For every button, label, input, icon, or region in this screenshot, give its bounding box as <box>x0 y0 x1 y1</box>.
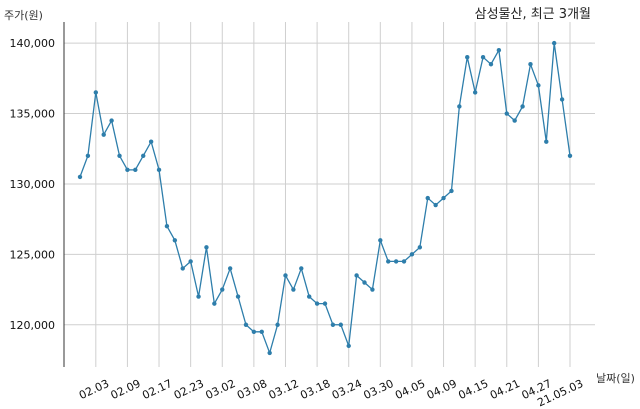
price-point <box>109 118 114 123</box>
price-point <box>536 83 541 88</box>
price-point <box>180 266 185 271</box>
y-tick-label: 125,000 <box>10 248 56 261</box>
price-point <box>346 343 351 349</box>
x-tick-label: 03.12 <box>267 377 301 402</box>
price-point <box>235 294 241 299</box>
y-tick-label: 140,000 <box>10 37 56 50</box>
price-point <box>164 223 170 229</box>
price-point <box>314 301 320 306</box>
price-series-line <box>79 43 571 356</box>
chart-title: 삼성물산, 최근 3개월 <box>475 7 591 22</box>
price-point <box>93 90 99 95</box>
price-point <box>117 153 122 158</box>
price-point <box>425 195 430 201</box>
price-point <box>77 174 83 180</box>
price-point <box>133 167 138 173</box>
price-point <box>204 245 209 250</box>
price-point <box>528 62 533 67</box>
y-tick-label: 120,000 <box>10 319 56 332</box>
price-point <box>520 104 525 109</box>
price-point <box>457 104 462 109</box>
price-point <box>393 259 399 264</box>
price-point <box>567 153 573 158</box>
price-point <box>504 111 509 116</box>
x-tick-label: 04.05 <box>393 377 427 402</box>
price-point <box>488 62 494 67</box>
x-tick-label: 02.09 <box>109 377 143 402</box>
price-point <box>338 322 344 327</box>
price-point <box>370 287 375 292</box>
price-point <box>283 273 288 278</box>
x-tick-label: 03.08 <box>235 377 269 402</box>
price-point <box>243 322 249 327</box>
price-point <box>330 322 336 327</box>
price-point <box>449 188 454 194</box>
price-point <box>354 273 359 278</box>
price-markers <box>77 40 573 356</box>
price-point <box>275 322 280 327</box>
price-point <box>322 301 328 306</box>
x-tick-label: 02.03 <box>77 377 111 402</box>
price-point <box>172 238 178 243</box>
price-point <box>441 195 446 201</box>
price-point <box>386 259 391 264</box>
x-tick-label: 03.18 <box>298 377 332 402</box>
price-point <box>551 40 557 46</box>
price-point <box>85 153 91 158</box>
price-point <box>141 153 146 158</box>
y-tick-labels: 120,000 125,000 130,000 135,000 140,000 <box>10 37 56 332</box>
y-tick-label: 130,000 <box>10 178 56 191</box>
price-point <box>291 287 296 292</box>
price-point <box>101 132 106 137</box>
price-point <box>259 329 264 334</box>
price-point <box>362 280 367 285</box>
x-tick-label: 04.09 <box>425 377 459 402</box>
price-point <box>188 259 193 264</box>
price-point <box>512 118 517 123</box>
price-point <box>267 350 272 356</box>
grid-lines <box>64 22 595 367</box>
price-point <box>433 202 438 208</box>
price-point <box>544 139 549 144</box>
price-point <box>480 55 486 60</box>
price-point <box>299 266 304 271</box>
price-point <box>306 294 312 299</box>
x-tick-label: 03.02 <box>203 377 237 402</box>
price-point <box>227 266 233 271</box>
x-tick-label: 04.21 <box>488 377 522 402</box>
price-point <box>196 294 201 299</box>
price-point <box>401 259 407 264</box>
y-axis-label: 주가(원) <box>4 9 43 22</box>
x-tick-label: 02.23 <box>172 377 206 402</box>
x-tick-label: 03.24 <box>330 377 364 402</box>
price-point <box>409 252 415 257</box>
x-tick-labels: 02.0302.0902.1702.2303.0203.0803.1203.18… <box>77 377 585 409</box>
x-tick-label: 02.17 <box>140 377 174 402</box>
y-tick-label: 135,000 <box>10 108 56 121</box>
price-point <box>125 167 130 173</box>
price-point <box>378 238 383 243</box>
price-point <box>251 329 257 334</box>
price-point <box>559 97 565 102</box>
x-tick-label: 04.15 <box>456 377 490 402</box>
x-axis-label: 날짜(일) <box>596 371 635 385</box>
price-point <box>212 301 217 306</box>
price-point <box>465 55 470 60</box>
x-tick-label: 03.30 <box>362 377 396 402</box>
price-point <box>496 47 502 53</box>
price-point <box>472 90 478 95</box>
price-point <box>148 139 154 144</box>
price-point <box>220 287 225 292</box>
price-point <box>417 245 423 250</box>
price-point <box>156 167 162 173</box>
